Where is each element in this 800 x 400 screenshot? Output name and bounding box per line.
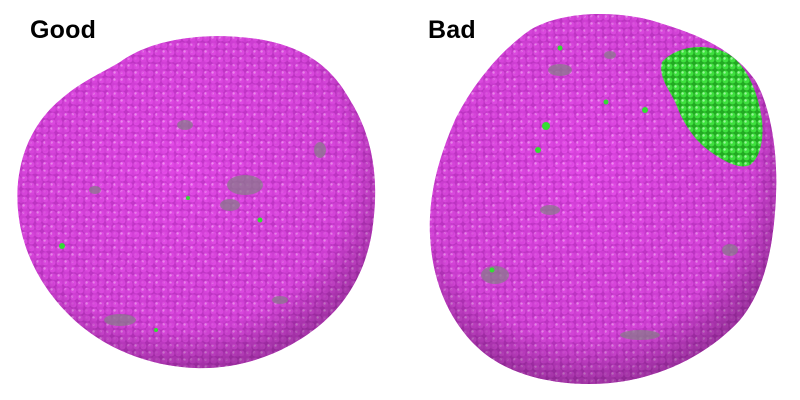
bad-structure-image: [429, 14, 777, 385]
green-exposed-region: [661, 47, 763, 167]
grey-patches: [481, 51, 738, 340]
green-patches: [489, 45, 648, 273]
bad-label: Bad: [428, 16, 476, 44]
green-patches: [59, 196, 263, 332]
good-panel: Good: [17, 16, 376, 369]
good-structure-image: [17, 36, 376, 369]
grey-patches: [89, 120, 326, 326]
good-label: Good: [30, 16, 97, 44]
bad-panel: Bad: [400, 0, 800, 400]
